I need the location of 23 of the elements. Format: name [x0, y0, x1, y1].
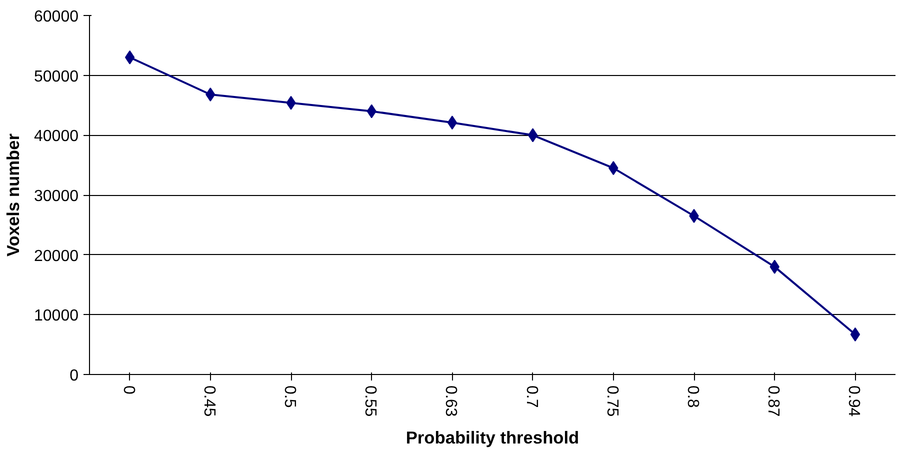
x-tick-label: 0.63 — [442, 386, 460, 417]
point — [447, 116, 458, 130]
point — [124, 50, 135, 64]
x-tick-label: 0.75 — [603, 386, 620, 417]
x-tick-label: 0.45 — [200, 386, 218, 417]
y-tick-label: 30000 — [34, 188, 79, 205]
x-tick-label: 0.94 — [845, 386, 862, 417]
y-tick-label: 0 — [70, 368, 79, 384]
y-axis-title: Voxels number — [3, 133, 24, 256]
y-tick-label: 10000 — [34, 308, 79, 325]
y-tick-label: 40000 — [34, 128, 79, 146]
x-tick-label: 0.87 — [764, 386, 782, 417]
x-tick-label: 0.8 — [684, 386, 701, 408]
y-tick-label: 60000 — [34, 8, 79, 26]
x-axis-title: Probability threshold — [406, 428, 580, 448]
x-tick-label: 0.7 — [522, 386, 540, 408]
point — [528, 128, 538, 142]
x-tick-label: 0.55 — [362, 386, 379, 417]
y-tick-label: 20000 — [34, 248, 79, 265]
x-tick-label: 0 — [120, 386, 137, 394]
point — [850, 327, 860, 342]
x-tick-label: 0.5 — [281, 386, 298, 408]
y-tick-label: 50000 — [34, 68, 79, 86]
